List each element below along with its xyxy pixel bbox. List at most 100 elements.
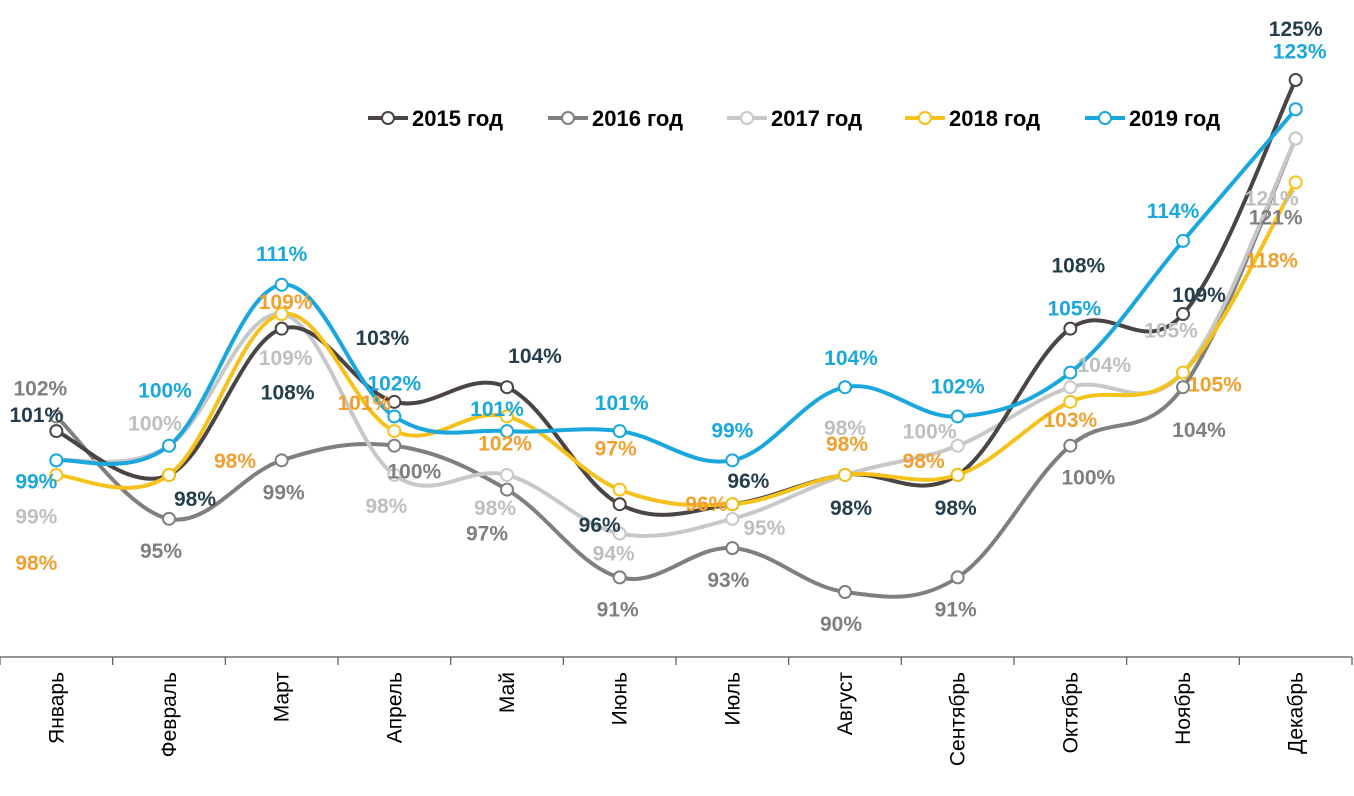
legend-entry: 2015 год (368, 106, 503, 131)
data-label: 98% (824, 417, 866, 440)
x-tick-label: Февраль (158, 672, 181, 757)
series-line-3 (54, 180, 1298, 508)
data-label: 102% (478, 432, 532, 455)
data-label: 111% (256, 243, 308, 266)
data-label: 98% (935, 497, 977, 520)
data-point (725, 453, 740, 468)
data-label: 98% (15, 552, 57, 575)
data-label: 98% (826, 433, 868, 456)
data-label: 96% (727, 470, 769, 493)
data-label: 102% (931, 375, 985, 398)
data-label: 101% (337, 392, 391, 415)
x-tick-label: Октябрь (1059, 672, 1082, 753)
legend-entry: 2017 год (727, 106, 862, 131)
data-label: 102% (367, 372, 421, 395)
data-label: 98% (365, 495, 407, 518)
data-label: 95% (743, 517, 785, 540)
data-point (1288, 131, 1303, 146)
data-point (725, 541, 740, 556)
data-point (725, 511, 740, 526)
data-label: 105% (1144, 320, 1198, 343)
data-label: 95% (140, 540, 182, 563)
data-label: 101% (470, 398, 524, 421)
data-label: 99% (263, 481, 305, 504)
data-point (1063, 438, 1078, 453)
data-point (950, 467, 965, 482)
data-label: 97% (595, 438, 637, 461)
data-point (387, 394, 402, 409)
data-point (274, 277, 289, 292)
series-line-4 (54, 107, 1298, 466)
data-label: 104% (824, 347, 878, 370)
data-label: 104% (1172, 419, 1226, 442)
data-point (1063, 321, 1078, 336)
data-label: 121% (1245, 188, 1299, 211)
data-label: 103% (355, 327, 409, 350)
data-point (387, 409, 402, 424)
data-point (387, 438, 402, 453)
data-label: 96% (579, 514, 621, 537)
legend-marker (1098, 111, 1112, 125)
data-label: 99% (711, 419, 753, 442)
data-point (162, 511, 176, 526)
data-point (49, 409, 64, 424)
data-label: 93% (707, 569, 749, 592)
data-point (500, 380, 514, 395)
data-point (950, 438, 965, 453)
data-point (612, 482, 627, 497)
data-label: 108% (261, 382, 315, 405)
data-point (1288, 175, 1303, 190)
data-label: 99% (15, 470, 57, 493)
x-tick-label: Ноябрь (1172, 672, 1195, 745)
x-axis: Январь Февраль Март Апрель Май Июнь Июль Август… (0, 656, 1353, 766)
data-label: 94% (593, 542, 635, 565)
x-tick-label: Январь (45, 672, 68, 744)
data-label: 101% (9, 404, 63, 427)
x-tick-label: Март (271, 672, 294, 723)
data-label: 91% (935, 598, 977, 621)
data-point (1176, 307, 1190, 322)
data-label: 104% (508, 345, 562, 368)
data-labels: 102% 95% 99% 100% 97% 91% 93% 90% 91% 100% 104% 121… (9, 18, 1326, 636)
data-label: 97% (466, 523, 508, 546)
data-label: 104% (1077, 354, 1131, 377)
x-tick-label: Июль (721, 672, 744, 726)
data-point (838, 380, 852, 395)
data-label: 114% (1147, 200, 1200, 223)
data-point (500, 409, 514, 424)
data-point (1063, 394, 1078, 409)
data-point (1288, 73, 1303, 87)
data-label: 98% (830, 497, 872, 520)
data-label: 90% (820, 613, 862, 636)
data-point (612, 497, 627, 512)
data-label: 100% (903, 421, 957, 444)
legend-label: 2017 год (771, 106, 862, 131)
legend-label: 2018 год (949, 106, 1040, 131)
data-point (274, 453, 289, 468)
legend-marker (561, 111, 575, 125)
data-point (612, 526, 627, 541)
data-point (274, 321, 289, 336)
data-point (725, 497, 740, 512)
data-point (162, 438, 176, 453)
data-point (387, 424, 402, 439)
x-tick-label: Сентябрь (947, 672, 970, 766)
data-label: 96% (685, 493, 727, 516)
data-label: 91% (597, 598, 639, 621)
data-label: 100% (138, 380, 192, 403)
data-label: 101% (595, 392, 649, 415)
data-label: 109% (259, 291, 313, 314)
x-tick-label: Май (496, 672, 519, 713)
data-point (1063, 380, 1078, 395)
data-point (838, 467, 852, 482)
data-label: 98% (214, 450, 256, 473)
series-line-1 (54, 136, 1298, 599)
data-point (1063, 365, 1078, 380)
x-tick-label: Июнь (609, 672, 632, 725)
legend-marker (740, 111, 754, 125)
series-lines (54, 78, 1298, 599)
data-point (500, 482, 514, 497)
data-label: 125% (1269, 18, 1323, 41)
legend-entry: 2016 год (548, 106, 683, 131)
data-point (1288, 102, 1303, 117)
